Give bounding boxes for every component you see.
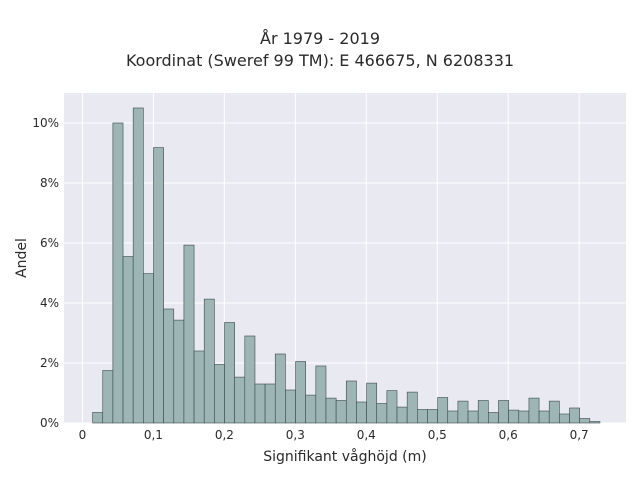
histogram-bar [214,364,225,424]
histogram-bar [477,400,489,424]
histogram-bar [467,410,479,424]
y-tick-label: 8% [40,176,59,190]
histogram-bar [132,107,144,424]
histogram-bar [224,322,235,424]
histogram-bar [203,298,215,424]
histogram-bar [518,410,530,424]
x-tick-label: 0,6 [499,428,518,442]
y-tick-label: 2% [40,356,59,370]
histogram-bar [579,418,591,424]
histogram-bar [315,365,327,424]
histogram-bar [538,410,550,424]
histogram-bar [325,397,337,424]
histogram-bar [234,376,246,424]
histogram-bar [264,383,276,424]
histogram-bar [427,409,438,424]
x-tick-label: 0,5 [428,428,447,442]
histogram-bar [406,391,418,424]
histogram-bar [143,273,154,424]
histogram-bar [457,400,469,424]
histogram-bar [112,122,124,424]
histogram-bar [153,147,164,424]
y-tick-label: 10% [32,116,59,130]
histogram-bar [254,383,266,424]
histogram-bar [366,382,378,424]
histogram-bar [356,401,367,424]
chart-title: År 1979 - 2019 [260,29,380,48]
histogram-bar [559,413,570,424]
histogram-bar [305,394,317,424]
x-axis-label: Signifikant våghöjd (m) [263,448,426,465]
histogram-bar [163,308,175,424]
y-tick-label: 0% [40,416,59,430]
histogram-bar [386,390,398,424]
histogram-bar [376,403,388,424]
histogram-bar [508,409,520,424]
histogram-bar [498,400,509,424]
histogram-bar [437,397,449,424]
histogram-bar [548,400,560,424]
histogram-bar [396,406,408,424]
x-tick-label: 0,3 [286,428,305,442]
histogram-bar [102,370,114,424]
histogram-bar [193,350,205,424]
histogram-bar [274,353,286,424]
histogram-bar [589,421,601,424]
histogram-bar [244,335,256,424]
histogram-bar [417,409,428,424]
histogram-bar [295,361,306,424]
chart-subtitle: Koordinat (Sweref 99 TM): E 466675, N 62… [125,51,515,70]
x-tick-label: 0,7 [570,428,589,442]
x-tick-label: 0,2 [215,428,234,442]
histogram-bar [569,407,580,424]
x-tick-label: 0,1 [144,428,163,442]
histogram-bar [345,380,357,424]
histogram-bar [183,244,195,424]
y-tick-label: 6% [40,236,59,250]
histogram-bar [122,256,134,424]
histogram-bar [335,400,347,424]
histogram-bar [488,412,499,424]
histogram-bar [528,397,540,424]
y-tick-label: 4% [40,296,59,310]
histogram-bar [447,410,459,424]
x-tick-label: 0 [79,428,87,442]
y-axis-label: Andel [14,238,30,278]
x-tick-label: 0,4 [357,428,376,442]
histogram-bar [285,389,296,424]
histogram-bar [173,319,185,424]
histogram-bar [92,412,104,424]
